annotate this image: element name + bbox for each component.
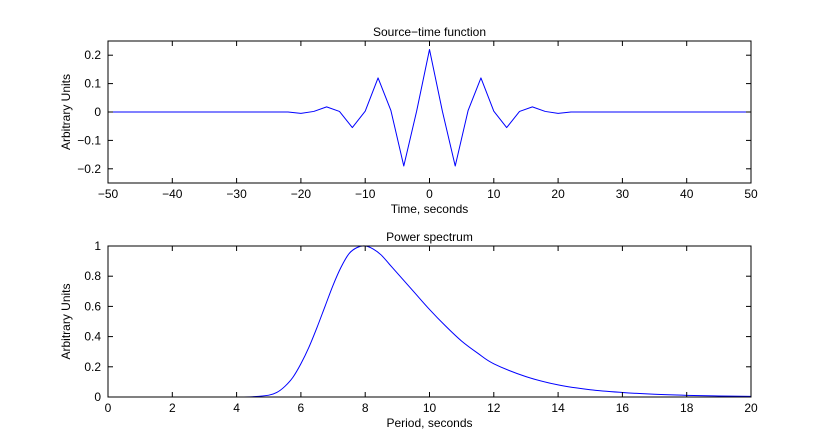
y-tick-label: 0.8: [84, 269, 101, 283]
x-tick-label: 6: [298, 401, 305, 415]
x-tick-label: 0: [426, 187, 433, 201]
x-tick-label: 10: [487, 187, 501, 201]
x-tick-label: −30: [226, 187, 247, 201]
plot-area: [108, 49, 751, 167]
x-tick-label: 10: [423, 401, 437, 415]
y-tick-label: −0.1: [77, 133, 101, 147]
chart-title: Source−time function: [373, 25, 486, 39]
x-axis-ticks: 0 2 4 6 8 10 12 14 16 18 20: [105, 246, 758, 415]
source-time-chart: Source−time function −50 −40 −30 −20 −10 0 10 2…: [59, 25, 758, 216]
x-tick-label: 2: [169, 401, 176, 415]
y-tick-label: −0.2: [77, 162, 101, 176]
x-tick-label: −40: [162, 187, 183, 201]
x-tick-label: 40: [680, 187, 694, 201]
y-tick-label: 0.2: [84, 360, 101, 374]
series-line: [108, 49, 751, 167]
y-tick-label: 1: [94, 239, 101, 253]
x-tick-label: 4: [233, 401, 240, 415]
x-tick-label: 50: [744, 187, 758, 201]
x-tick-label: −50: [98, 187, 119, 201]
x-tick-label: 20: [744, 401, 758, 415]
x-tick-label: 14: [551, 401, 565, 415]
y-tick-label: 0: [94, 105, 101, 119]
plot-area: [236, 245, 752, 398]
y-tick-label: 0.4: [84, 330, 101, 344]
x-tick-label: 16: [616, 401, 630, 415]
y-axis-label: Arbitrary Units: [59, 283, 73, 359]
x-tick-label: 0: [105, 401, 112, 415]
power-spectrum-chart: Power spectrum 0 2 4 6 8 10 12 14 16 18 20 0 0.2 0.4…: [59, 230, 758, 430]
y-tick-label: 0.1: [84, 77, 101, 91]
y-tick-label: 0.6: [84, 299, 101, 313]
x-axis-label: Time, seconds: [391, 202, 469, 216]
x-tick-label: 8: [362, 401, 369, 415]
y-axis-label: Arbitrary Units: [59, 74, 73, 150]
x-axis-label: Period, seconds: [386, 416, 472, 430]
series-line: [236, 245, 752, 398]
y-tick-label: 0: [94, 390, 101, 404]
x-tick-label: 30: [616, 187, 630, 201]
x-tick-label: 18: [680, 401, 694, 415]
y-axis-ticks: −0.2 −0.1 0 0.1 0.2: [77, 48, 751, 176]
y-tick-label: 0.2: [84, 48, 101, 62]
x-tick-label: 12: [487, 401, 501, 415]
x-tick-label: 20: [551, 187, 565, 201]
x-axis-ticks: −50 −40 −30 −20 −10 0 10 20 30 40 50: [98, 41, 758, 201]
y-axis-ticks: 0 0.2 0.4 0.6 0.8 1: [84, 239, 751, 404]
chart-title: Power spectrum: [386, 230, 473, 244]
x-tick-label: −20: [291, 187, 312, 201]
x-tick-label: −10: [355, 187, 376, 201]
